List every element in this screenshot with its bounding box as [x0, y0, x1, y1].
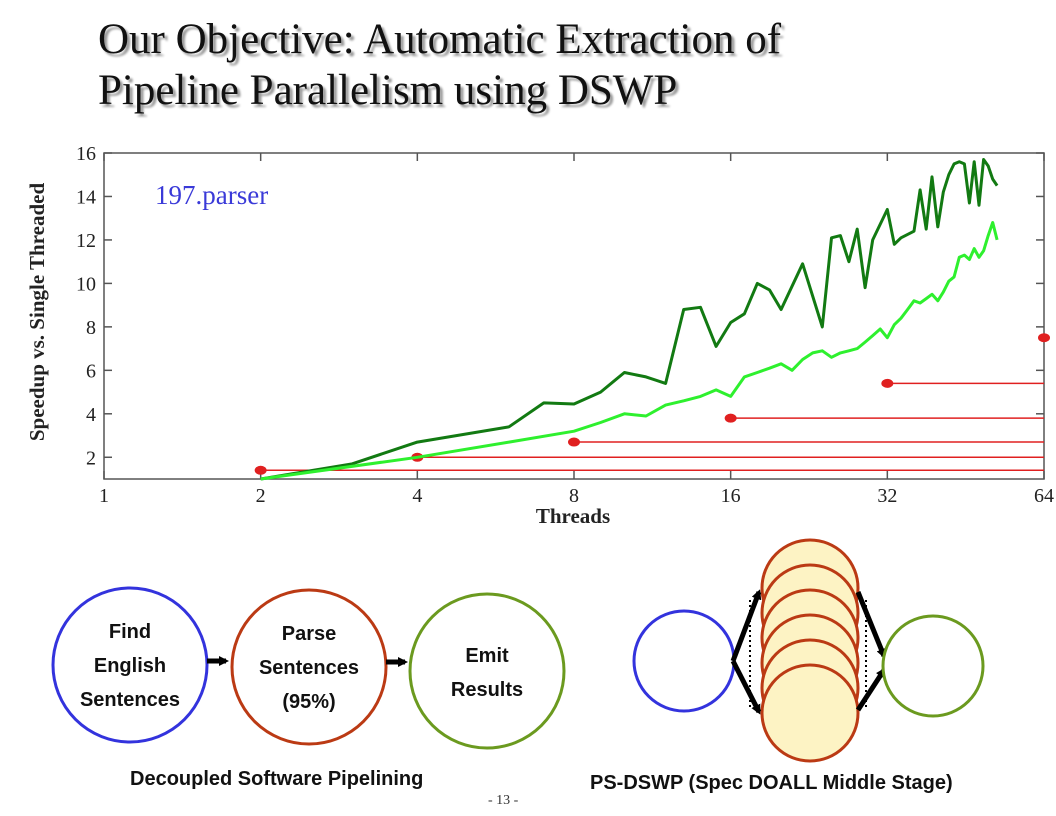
y-axis-label: Speedup vs. Single Threaded	[25, 183, 49, 442]
reference-point	[1038, 333, 1050, 343]
x-tick-label: 16	[721, 485, 741, 507]
x-tick-label: 2	[256, 485, 266, 507]
x-tick-label: 64	[1034, 485, 1054, 507]
y-tick-label: 4	[86, 404, 96, 426]
stage-find-line-2: English	[94, 655, 166, 677]
psdswp-caption: PS-DSWP (Spec DOALL Middle Stage)	[590, 772, 953, 794]
y-tick-label: 16	[76, 143, 96, 165]
title-line-1: Our Objective: Automatic Extraction of	[98, 16, 782, 63]
stage-emit-line-1: Emit	[465, 645, 509, 667]
dswp-caption: Decoupled Software Pipelining	[130, 768, 424, 790]
page-number: - 13 -	[488, 793, 519, 808]
stage-parse-sentences-node	[230, 588, 388, 746]
reference-point	[724, 413, 737, 423]
psdswp-middle-stage	[760, 538, 860, 763]
stage-emit-line-2: Results	[451, 679, 523, 701]
y-tick-label: 10	[76, 273, 96, 295]
x-tick-label: 1	[99, 485, 109, 507]
psdswp-first-stage-node	[632, 609, 736, 713]
stage-parse-line-2: Sentences	[259, 657, 359, 679]
psdswp-arrow-merge-top	[855, 591, 887, 659]
y-tick-label: 8	[86, 317, 96, 339]
stage-emit-results-node	[408, 592, 566, 750]
x-tick-label: 8	[569, 485, 579, 507]
y-tick-label: 12	[76, 230, 96, 252]
series-line-2	[260, 221, 999, 481]
stage-find-line-3: Sentences	[80, 689, 180, 711]
stage-parse-line-3: (95%)	[282, 691, 335, 713]
y-tick-label: 6	[86, 360, 96, 382]
reference-point	[254, 465, 267, 475]
pipeline-diagram: Find English Sentences Parse Sentences (…	[51, 538, 985, 763]
psdswp-arrow-split-down	[730, 659, 762, 715]
reference-point	[881, 378, 894, 388]
chart-series	[260, 158, 999, 481]
series-line-1	[260, 158, 999, 481]
slide-title: Our Objective: Automatic Extraction of P…	[98, 14, 781, 116]
reference-point	[568, 437, 580, 447]
y-tick-label: 14	[76, 186, 96, 208]
x-tick-label: 32	[877, 485, 897, 507]
psdswp-middle-copy	[760, 663, 860, 763]
stage-find-line-1: Find	[109, 621, 151, 643]
stage-find-sentences-node	[51, 586, 209, 744]
psdswp-arrow-merge-bottom	[855, 667, 887, 712]
y-tick-label: 2	[86, 447, 96, 469]
psdswp-last-stage-node	[881, 614, 985, 718]
psdswp-arrow-split-up	[730, 589, 762, 662]
x-tick-label: 4	[412, 485, 422, 507]
x-axis-label: Threads	[536, 504, 610, 528]
benchmark-label: 197.parser	[155, 180, 268, 210]
title-line-2: Pipeline Parallelism using DSWP	[98, 67, 678, 114]
stage-parse-line-1: Parse	[282, 623, 337, 645]
reference-levels	[254, 333, 1050, 475]
